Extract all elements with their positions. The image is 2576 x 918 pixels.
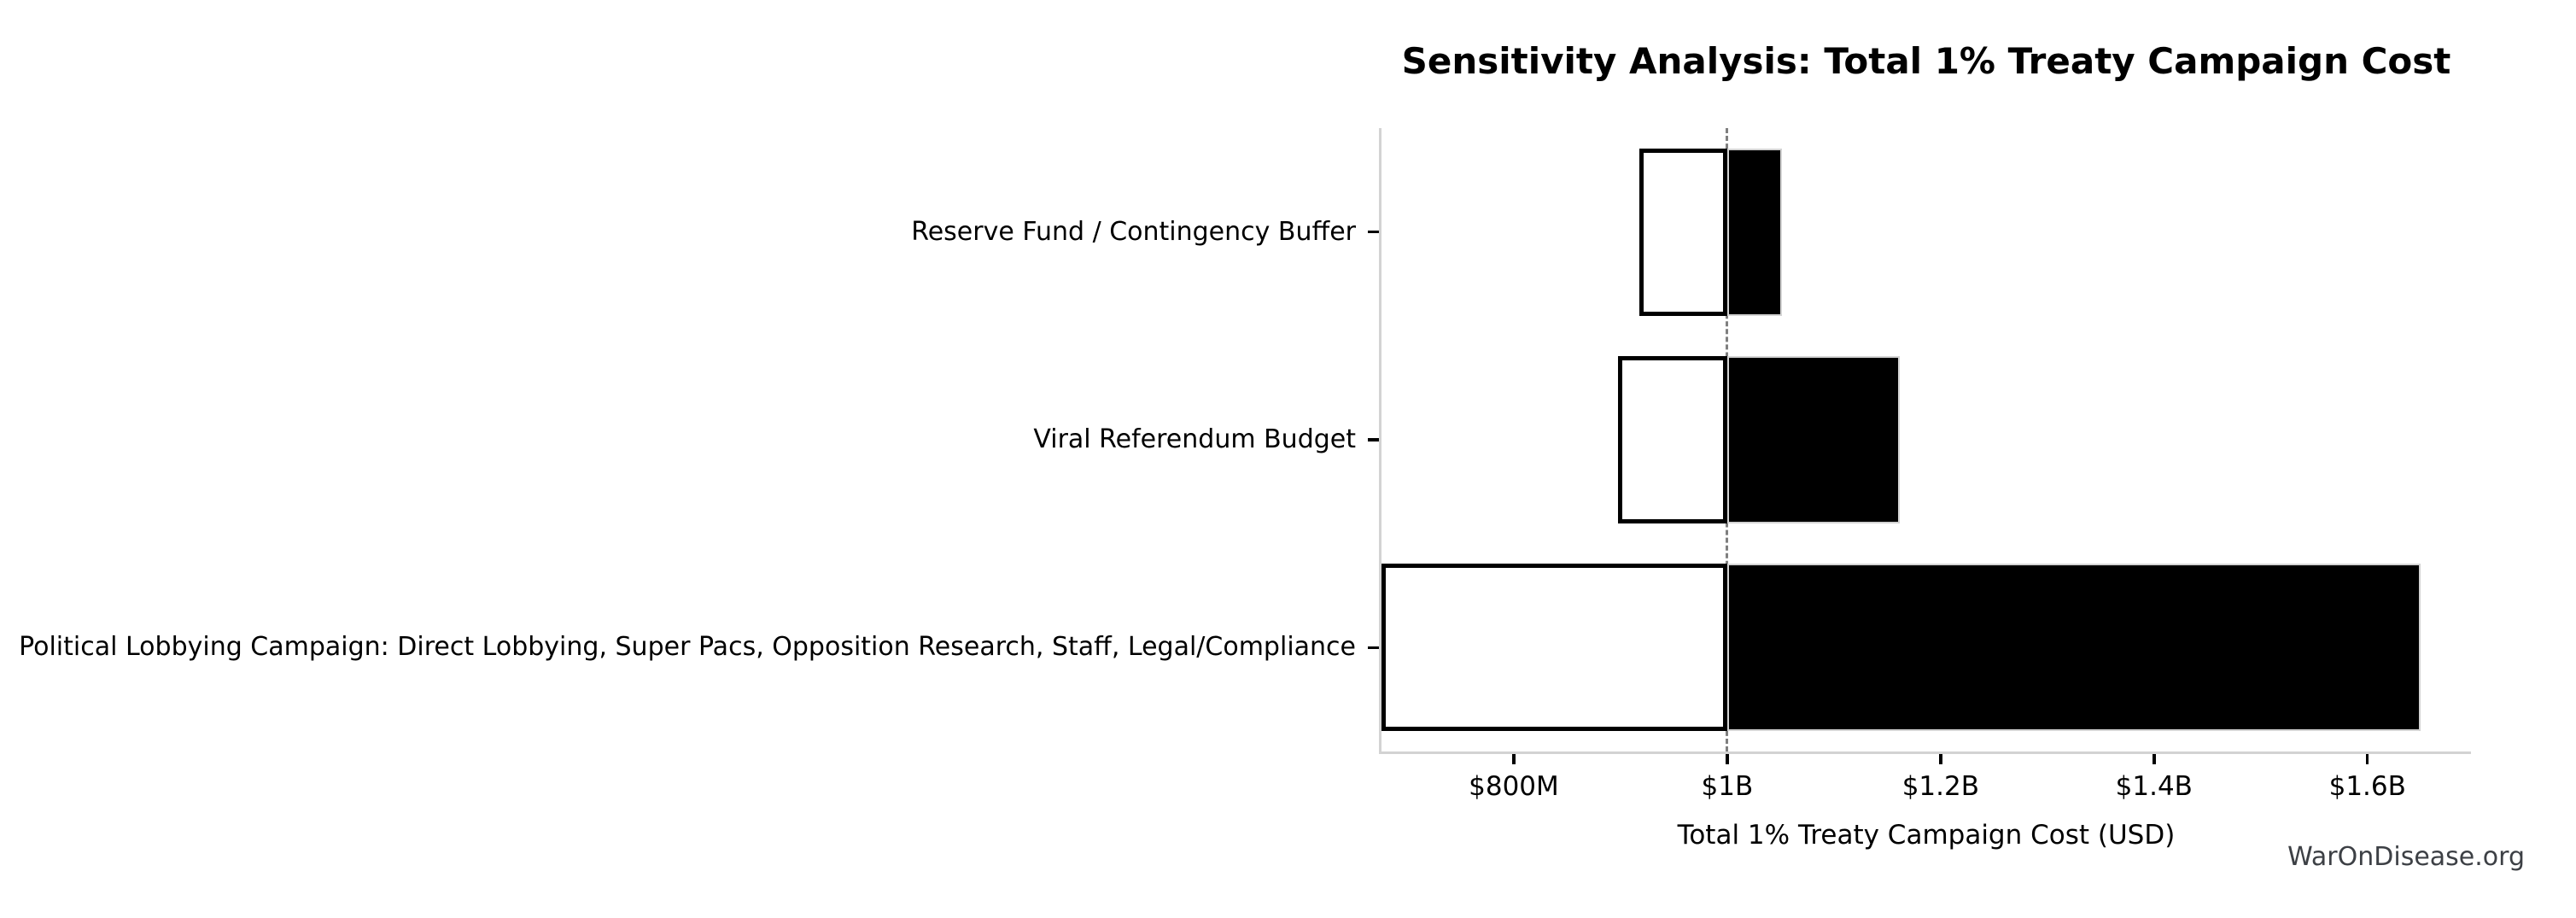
- y-tick-mark: [1368, 438, 1379, 441]
- tornado-bar-high: [1726, 356, 1901, 523]
- y-tick-mark: [1368, 230, 1379, 234]
- x-tick-mark: [2366, 754, 2369, 764]
- tornado-bar-high: [1726, 564, 2421, 732]
- tornado-bar-low: [1618, 356, 1727, 523]
- x-tick-mark: [1726, 754, 1729, 764]
- chart-title: Sensitivity Analysis: Total 1% Treaty Ca…: [1401, 40, 2451, 82]
- category-label: Reserve Fund / Contingency Buffer: [911, 216, 1356, 247]
- watermark-text: WarOnDisease.org: [2287, 842, 2525, 872]
- x-tick-label: $800M: [1469, 771, 1559, 802]
- tornado-bar-low: [1639, 148, 1727, 316]
- tornado-bar-high: [1726, 148, 1782, 316]
- x-tick-mark: [2153, 754, 2156, 764]
- x-tick-label: $1.6B: [2328, 771, 2406, 802]
- x-tick-label: $1.4B: [2115, 771, 2193, 802]
- x-tick-mark: [1939, 754, 1942, 764]
- category-label: Political Lobbying Campaign: Direct Lobb…: [19, 632, 1356, 663]
- y-tick-mark: [1368, 646, 1379, 650]
- x-tick-label: $1.2B: [1901, 771, 1979, 802]
- category-label: Viral Referendum Budget: [1033, 424, 1356, 454]
- x-tick-mark: [1512, 754, 1516, 764]
- tornado-bar-low: [1381, 564, 1727, 732]
- x-axis-label: Total 1% Treaty Campaign Cost (USD): [1677, 820, 2176, 851]
- x-tick-label: $1B: [1701, 771, 1754, 802]
- x-axis-spine: [1379, 751, 2471, 754]
- y-axis-spine: [1379, 128, 1381, 754]
